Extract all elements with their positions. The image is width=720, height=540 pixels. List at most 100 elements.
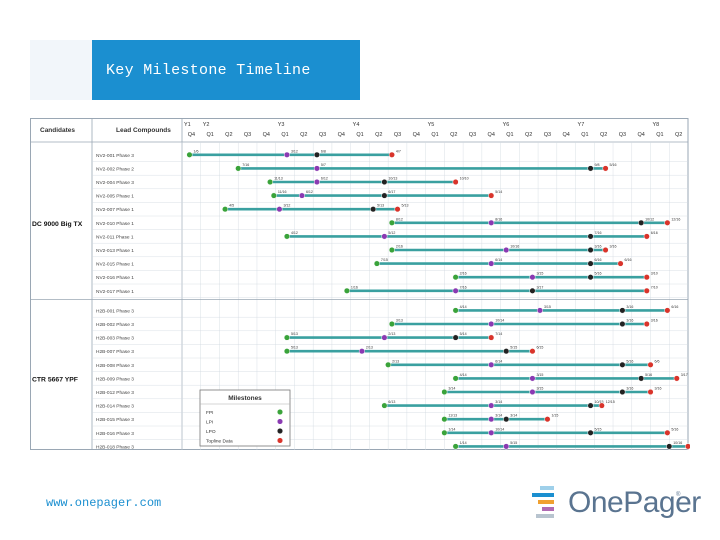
quarter-label: Q3 — [319, 132, 326, 138]
milestone-date-label: 5/13 — [291, 332, 298, 336]
milestone-date-label: 3/10 — [651, 272, 658, 276]
row-label: NV2-013 Phase 1 — [96, 248, 134, 254]
milestone-date-label: 4/12 — [291, 231, 298, 235]
row-label: NV2-007 Phase 1 — [96, 207, 134, 213]
milestone-marker — [441, 416, 448, 423]
milestone-marker — [619, 320, 626, 328]
milestone-marker — [529, 388, 536, 396]
milestone-marker — [684, 443, 690, 450]
milestone-marker — [503, 246, 510, 254]
quarter-label: Q3 — [469, 132, 476, 138]
milestone-date-label: 7/15 — [381, 258, 388, 262]
quarter-label: Q2 — [600, 132, 607, 138]
quarter-label: Q2 — [450, 132, 457, 138]
milestone-date-label: 11/13 — [448, 414, 457, 418]
milestone-date-label: 3/16 — [655, 387, 662, 391]
milestone-date-label: 3/16 — [626, 319, 633, 323]
milestone-date-label: 4/14 — [460, 305, 467, 309]
milestone-date-label: 3/16 — [595, 245, 602, 249]
milestone-date-label: 3/16 — [651, 319, 658, 323]
footer-url[interactable]: www.onepager.com — [46, 496, 162, 510]
timeline-bar — [455, 309, 668, 312]
milestone-date-label: 3/15 — [536, 387, 543, 391]
legend-marker — [276, 427, 284, 435]
milestone-marker — [298, 192, 305, 199]
legend-marker — [276, 437, 284, 444]
milestone-date-label: 5/15 — [595, 427, 602, 431]
milestone-date-label: 6/12 — [306, 190, 313, 194]
row-label: NV2-016 Phase 1 — [96, 275, 134, 281]
milestone-date-label: 3/12 — [291, 149, 298, 153]
milestone-date-label: 5/16 — [645, 373, 652, 377]
milestone-marker — [358, 348, 365, 355]
year-label: Y5 — [428, 122, 435, 128]
timeline-bar — [189, 153, 392, 157]
timeline-bar — [286, 336, 492, 339]
quarter-label: Q3 — [619, 132, 626, 138]
year-label: Y3 — [278, 122, 285, 128]
timeline-bar — [455, 275, 647, 279]
milestone-marker — [283, 151, 290, 158]
milestone-date-label: 9/8 — [595, 163, 600, 167]
milestone-date-label: 5/16 — [671, 427, 678, 431]
milestone-date-label: 11/16 — [278, 190, 287, 194]
milestone-marker — [529, 287, 536, 294]
milestone-date-label: 1/14 — [448, 427, 455, 431]
year-label: Y2 — [203, 122, 210, 128]
timeline-bar — [391, 248, 606, 252]
legend-title: Milestones — [228, 395, 262, 402]
milestone-date-label: 8/16 — [495, 217, 502, 221]
milestone-marker — [452, 375, 459, 382]
milestone-date-label: 3/14 — [495, 414, 502, 418]
milestone-marker — [394, 206, 401, 213]
milestone-date-label: 8/12 — [396, 217, 403, 221]
milestone-date-label: 7/16 — [242, 163, 249, 167]
milestone-marker — [283, 334, 290, 341]
milestone-date-label: 6/15 — [536, 346, 543, 350]
row-label: H2B-012 Phase 3 — [96, 390, 134, 396]
legend-marker — [276, 418, 284, 425]
milestone-marker — [388, 151, 395, 158]
legend-item-label: FPI — [206, 410, 213, 416]
row-label: H2B-016 Phase 3 — [96, 431, 134, 437]
quarter-label: Q1 — [506, 132, 513, 138]
milestone-date-label: 10/15 — [595, 400, 604, 404]
timeline-bar — [270, 180, 456, 184]
quarter-label: Q4 — [488, 132, 495, 138]
timeline-bar — [225, 207, 398, 211]
milestone-marker — [235, 165, 242, 172]
legend-item-label: LPI — [206, 420, 213, 426]
milestone-date-label: 4/7 — [396, 149, 401, 153]
milestone-marker — [313, 178, 320, 186]
timeline-bar — [376, 262, 621, 265]
timeline-bar — [391, 221, 668, 225]
milestone-date-label: 5/16 — [626, 359, 633, 363]
quarter-label: Q1 — [281, 132, 288, 138]
row-label: H2B-014 Phase 3 — [96, 404, 134, 410]
quarter-label: Q2 — [375, 132, 382, 138]
onepager-logo[interactable]: OnePager ® — [528, 482, 701, 528]
milestone-marker — [647, 361, 654, 368]
milestone-date-label: 10/14 — [495, 427, 504, 431]
milestone-marker — [529, 348, 536, 355]
milestone-marker — [619, 388, 626, 396]
row-label: H2B-001 Phase 3 — [96, 308, 134, 314]
milestone-date-label: 3/16 — [626, 305, 633, 309]
quarter-label: Q1 — [431, 132, 438, 138]
legend-item-label: LPO — [206, 429, 216, 435]
legend-item-label: Topline Data — [206, 439, 233, 445]
logo-bar-3 — [538, 500, 554, 504]
milestone-marker — [441, 388, 448, 396]
milestone-marker — [381, 334, 388, 341]
milestone-date-label: 3/16 — [610, 245, 617, 249]
timeline-bar — [444, 390, 651, 394]
quarter-label: Q1 — [206, 132, 213, 138]
quarter-label: Q4 — [637, 132, 644, 138]
milestone-marker — [267, 178, 274, 186]
milestone-marker — [488, 219, 495, 226]
year-label: Y4 — [353, 122, 360, 128]
milestone-marker — [488, 192, 495, 199]
row-label: NV2-005 Phase 1 — [96, 194, 134, 200]
milestone-date-label: 3/15 — [536, 272, 543, 276]
year-label: Y8 — [653, 122, 660, 128]
